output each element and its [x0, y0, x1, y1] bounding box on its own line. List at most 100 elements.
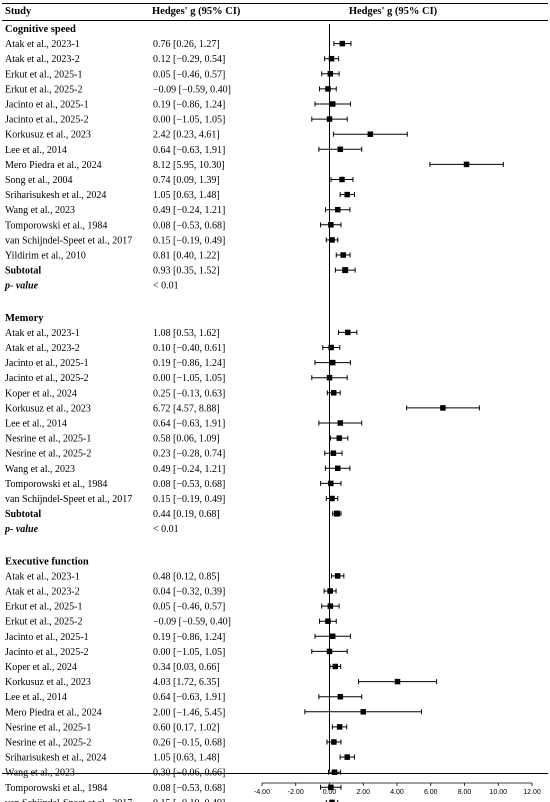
study-marker-point	[334, 573, 341, 579]
study-marker-point	[339, 176, 345, 183]
study-name: Atak et al., 2023-2	[5, 587, 80, 598]
study-name: Erkut et al., 2025-1	[5, 69, 82, 80]
study-marker-point	[336, 724, 343, 730]
study-name: van Schijndel-Speet et al., 2017	[5, 798, 132, 802]
study-marker	[333, 40, 352, 47]
study-name: Atak et al., 2023-1	[5, 571, 80, 582]
study-marker-point	[329, 101, 336, 107]
study-marker-point	[327, 588, 333, 594]
study-ci: 0.00 [−1.05, 1.05]	[153, 647, 225, 658]
study-ci: 0.64 [−0.63, 1.91]	[153, 145, 225, 156]
study-marker-point	[329, 495, 335, 502]
study-name: Jacinto et al., 2025-2	[5, 647, 89, 658]
study-name: Wang et al., 2023	[5, 205, 75, 216]
study-name: Atak et al., 2023-2	[5, 343, 80, 354]
study-ci: 2.00 [−1.46, 5.45]	[153, 707, 225, 718]
study-name: Mero Piedra et al., 2024	[5, 160, 102, 171]
study-marker-point	[328, 344, 334, 351]
p-value-label: p- value	[4, 524, 39, 535]
table-rules	[2, 3, 548, 774]
study-marker-point	[328, 784, 334, 791]
study-marker-point	[394, 678, 401, 685]
subtotal-label: Subtotal	[5, 266, 41, 277]
study-marker	[339, 191, 355, 198]
study-ci: 0.30 [−0.06, 0.66]	[153, 768, 225, 779]
study-marker-point	[330, 450, 337, 456]
subtotal-marker	[334, 267, 356, 274]
study-ci: 0.81 [0.40, 1.22]	[153, 251, 220, 262]
study-marker	[319, 86, 337, 92]
study-column-header: Study	[5, 6, 32, 17]
study-marker	[327, 769, 342, 775]
study-name: Korkusuz et al., 2023	[5, 403, 91, 414]
study-marker	[429, 161, 504, 168]
study-marker	[325, 799, 339, 802]
study-name: Erkut et al., 2025-2	[5, 84, 82, 95]
study-marker-point	[325, 618, 331, 624]
study-name: Wang et al., 2023	[5, 768, 75, 779]
study-ci: 0.49 [−0.24, 1.21]	[153, 464, 225, 475]
study-marker-point	[332, 663, 338, 670]
study-marker	[320, 222, 342, 228]
study-marker	[322, 344, 341, 351]
study-name: Koper et al., 2024	[5, 662, 77, 673]
study-marker-point	[335, 206, 341, 213]
study-ci: −0.09 [−0.59, 0.40]	[153, 617, 231, 628]
p-value: < 0.01	[153, 524, 179, 535]
study-marker-point	[440, 405, 446, 411]
study-ci: 0.15 [−0.19, 0.49]	[153, 798, 225, 802]
study-name: Erkut et al., 2025-2	[5, 617, 82, 628]
study-name: Jacinto et al., 2025-1	[5, 100, 89, 111]
study-ci: 0.15 [−0.19, 0.49]	[153, 235, 225, 246]
study-marker-point	[339, 40, 346, 47]
study-name: Koper et al., 2024	[5, 388, 77, 399]
study-name: Tomporowski et al., 1984	[5, 783, 107, 794]
x-tick-label: 8.00	[458, 789, 472, 796]
study-name: Tomporowski et al., 1984	[5, 479, 107, 490]
study-marker-point	[344, 329, 351, 336]
study-name: Nesrine et al., 2025-2	[5, 738, 91, 749]
study-marker-point	[325, 86, 331, 92]
study-name: Song et al., 2004	[5, 175, 73, 186]
study-marker-point	[328, 55, 335, 62]
study-ci: 1.05 [0.63, 1.48]	[153, 753, 220, 764]
study-ci: 0.76 [0.26, 1.27]	[153, 39, 220, 50]
study-name: Wang et al., 2023	[5, 464, 75, 475]
study-marker-point	[331, 769, 338, 775]
study-name: Jacinto et al., 2025-1	[5, 358, 89, 369]
x-axis: -4.00 -2.00 0.00 2.00 4.00 6.00 8.00 10.00 12.00	[254, 24, 541, 796]
study-marker	[331, 724, 348, 730]
x-tick-label: 4.00	[390, 789, 404, 796]
study-marker	[318, 146, 363, 153]
study-ci: 0.60 [0.17, 1.02]	[153, 722, 220, 733]
study-name: Tomporowski et al., 1984	[5, 220, 107, 231]
study-ci: 8.12 [5.95, 10.30]	[153, 160, 225, 171]
study-marker-point	[463, 161, 470, 168]
study-ci: 1.05 [0.63, 1.48]	[153, 190, 220, 201]
study-marker-point	[329, 237, 335, 243]
study-ci: 0.64 [−0.63, 1.91]	[153, 419, 225, 430]
study-ci: 0.08 [−0.53, 0.68]	[153, 479, 225, 490]
study-ci: 0.00 [−1.05, 1.05]	[153, 115, 225, 126]
study-marker-point	[330, 390, 337, 396]
study-marker	[320, 784, 342, 791]
x-tick-label: -4.00	[254, 789, 270, 796]
study-name: Jacinto et al., 2025-2	[5, 373, 89, 384]
study-marker	[330, 435, 349, 441]
study-name: Lee et al., 2014	[5, 692, 67, 703]
subtotal-ci: 0.44 [0.19, 0.68]	[153, 509, 220, 520]
subtotal-label: Subtotal	[5, 509, 41, 520]
study-marker	[337, 329, 358, 336]
study-ci: 0.19 [−0.86, 1.24]	[153, 632, 225, 643]
study-ci: 0.34 [0.03, 0.66]	[153, 662, 220, 673]
study-marker	[319, 618, 337, 624]
study-ci: 0.15 [−0.19, 0.49]	[153, 494, 225, 505]
study-ci: 0.49 [−0.24, 1.21]	[153, 205, 225, 216]
study-marker-point	[328, 480, 334, 487]
study-ci: 4.03 [1.72, 6.35]	[153, 677, 220, 688]
study-marker	[325, 237, 339, 243]
study-name: Atak et al., 2023-1	[5, 328, 80, 339]
study-ci: 0.05 [−0.46, 0.57]	[153, 69, 225, 80]
study-marker	[335, 252, 351, 258]
